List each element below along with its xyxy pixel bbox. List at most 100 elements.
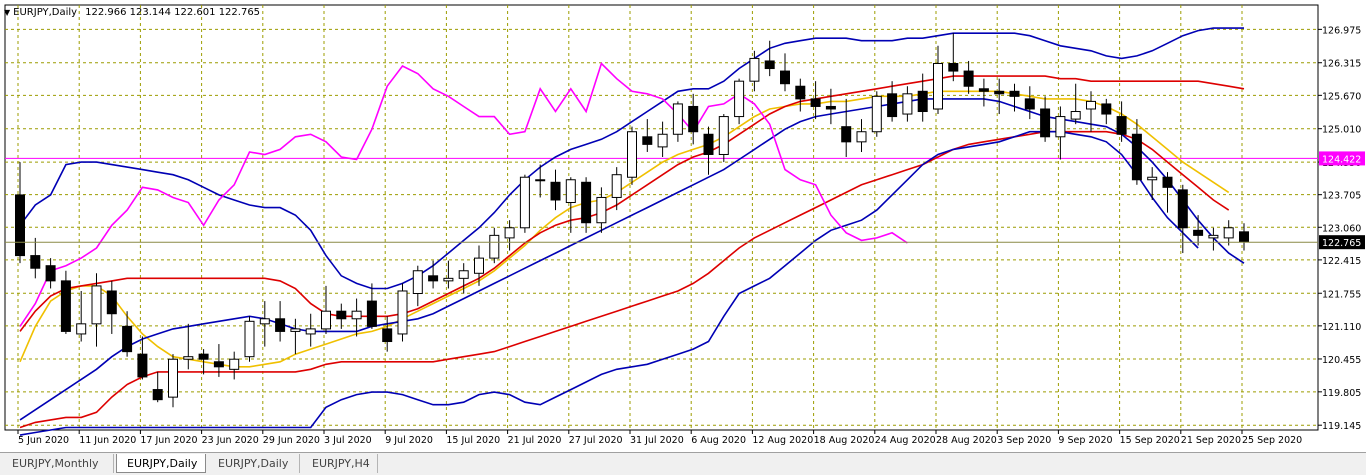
tab-eurjpy-h4[interactable]: EURJPY,H4 — [302, 454, 378, 473]
tab-eurjpy-daily[interactable]: EURJPY,Daily — [208, 454, 300, 473]
horizontal-level-tag — [1319, 151, 1365, 166]
x-tick-label: 9 Jul 2020 — [385, 435, 433, 446]
x-tick-label: 23 Jun 2020 — [202, 435, 259, 446]
candle-body[interactable] — [734, 80, 745, 118]
candle-body[interactable] — [1086, 100, 1096, 110]
candle-body[interactable] — [917, 90, 928, 113]
candle-body[interactable] — [443, 277, 454, 282]
candle-body[interactable] — [152, 389, 163, 401]
candle-body[interactable] — [1177, 189, 1188, 229]
candle-body[interactable] — [627, 131, 637, 178]
x-tick-label: 3 Sep 2020 — [997, 435, 1051, 446]
candle-body[interactable] — [550, 181, 561, 201]
price-chart[interactable]: 126.975126.315125.670125.010124.350123.7… — [0, 0, 1366, 452]
candle-body[interactable] — [366, 300, 377, 327]
candle-body[interactable] — [229, 358, 240, 370]
candle-body[interactable] — [795, 85, 806, 100]
candle-body[interactable] — [841, 126, 852, 143]
candle-body[interactable] — [1147, 176, 1158, 181]
candle-body[interactable] — [611, 174, 622, 198]
candle-body[interactable] — [642, 136, 653, 145]
candle-body[interactable] — [244, 320, 255, 358]
y-tick-label: 125.670 — [1322, 91, 1361, 102]
candle-body[interactable] — [1131, 133, 1142, 181]
candle-body[interactable] — [474, 257, 484, 274]
x-tick-label: 15 Jul 2020 — [446, 435, 500, 446]
candle-body[interactable] — [1040, 108, 1051, 138]
candle-body[interactable] — [489, 234, 500, 259]
y-tick-label: 119.805 — [1322, 388, 1361, 399]
candle-body[interactable] — [948, 62, 959, 72]
candle-body[interactable] — [336, 310, 347, 320]
candle-body[interactable] — [290, 328, 301, 332]
candle-body[interactable] — [978, 88, 989, 92]
tab-eurjpy-monthly[interactable]: EURJPY,Monthly — [2, 454, 114, 473]
candle-body[interactable] — [1024, 98, 1035, 110]
candle-body[interactable] — [137, 353, 148, 378]
candle-body[interactable] — [810, 98, 821, 107]
candle-body[interactable] — [76, 323, 87, 335]
tab-label: EURJPY,H4 — [312, 457, 370, 470]
candle-body[interactable] — [688, 105, 699, 133]
candle-body[interactable] — [168, 358, 178, 398]
candle-body[interactable] — [749, 57, 760, 82]
candle-body[interactable] — [351, 310, 362, 320]
candle-body[interactable] — [565, 179, 576, 204]
candle-body[interactable] — [1116, 116, 1127, 135]
candle-body[interactable] — [213, 361, 224, 368]
candle-body[interactable] — [1055, 116, 1066, 138]
candle-body[interactable] — [994, 90, 1005, 95]
candle-body[interactable] — [871, 95, 882, 133]
candle-body[interactable] — [764, 60, 775, 70]
candle-body[interactable] — [1223, 227, 1234, 239]
candle-body[interactable] — [183, 356, 194, 360]
candle-body[interactable] — [45, 265, 56, 282]
candle-body[interactable] — [933, 62, 943, 110]
candle-body[interactable] — [535, 179, 546, 182]
candle-body[interactable] — [1239, 231, 1249, 243]
candle-body[interactable] — [259, 318, 270, 325]
candle-body[interactable] — [581, 181, 592, 224]
tab-eurjpy-daily-active[interactable]: EURJPY,Daily — [116, 454, 206, 473]
candle-body[interactable] — [902, 93, 913, 115]
candle-body[interactable] — [15, 194, 25, 257]
candle-body[interactable] — [1193, 229, 1204, 236]
candle-body[interactable] — [703, 133, 714, 155]
candle-body[interactable] — [596, 196, 607, 224]
chart-canvas[interactable]: 126.975126.315125.670125.010124.350123.7… — [0, 0, 1366, 452]
candle-body[interactable] — [1101, 103, 1112, 115]
candle-body[interactable] — [60, 280, 71, 332]
candle-body[interactable] — [321, 310, 331, 330]
candle-body[interactable] — [1208, 234, 1219, 239]
indicator-line-2 — [19, 130, 1230, 429]
candle-body[interactable] — [275, 318, 286, 332]
candle-body[interactable] — [780, 70, 790, 85]
candle-body[interactable] — [856, 131, 867, 143]
candle-body[interactable] — [397, 290, 408, 335]
x-tick-label: 5 Jun 2020 — [18, 435, 69, 446]
candle-body[interactable] — [672, 103, 683, 135]
candle-body[interactable] — [305, 328, 316, 335]
candle-body[interactable] — [504, 227, 515, 239]
candle-body[interactable] — [963, 70, 974, 87]
chart-title: ▼ EURJPY,Daily 122.966 123.144 122.601 122… — [4, 7, 260, 18]
candle-body[interactable] — [198, 353, 209, 360]
candle-body[interactable] — [122, 325, 133, 353]
candle-body[interactable] — [1009, 90, 1020, 97]
candle-body[interactable] — [887, 93, 898, 118]
candle-body[interactable] — [825, 105, 836, 110]
dropdown-triangle-icon[interactable]: ▼ — [4, 8, 11, 17]
candle-body[interactable] — [657, 133, 668, 148]
candle-body[interactable] — [412, 270, 423, 295]
candle-body[interactable] — [1070, 111, 1081, 120]
candle-body[interactable] — [91, 285, 102, 325]
candle-body[interactable] — [30, 255, 41, 269]
candle-body[interactable] — [106, 290, 117, 315]
candle-body[interactable] — [458, 270, 469, 279]
candle-body[interactable] — [519, 176, 530, 229]
candle-body[interactable] — [382, 328, 393, 343]
candle-body[interactable] — [428, 275, 439, 282]
x-tick-label: 24 Aug 2020 — [875, 435, 936, 446]
candle-body[interactable] — [1162, 176, 1173, 188]
candle-body[interactable] — [718, 116, 729, 155]
